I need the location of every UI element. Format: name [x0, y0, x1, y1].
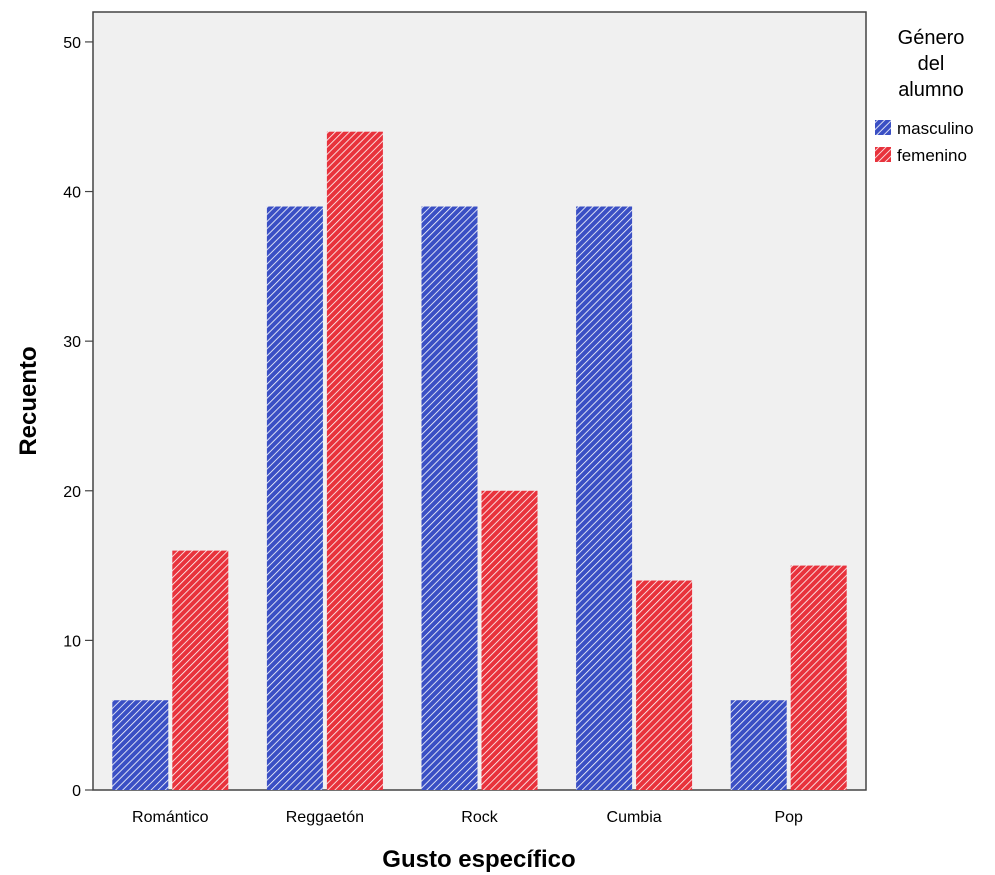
- bar-masculino-Romántico: [112, 700, 169, 790]
- y-tick-label: 40: [63, 185, 81, 202]
- bar-masculino-Pop: [730, 700, 787, 790]
- legend-swatch-femenino: [875, 147, 891, 162]
- x-tick-label: Rock: [461, 809, 498, 826]
- y-tick-label: 0: [72, 783, 81, 800]
- y-axis-title: Recuento: [15, 346, 42, 455]
- y-tick-label: 10: [63, 633, 81, 650]
- x-axis: Romántico Reggaetón Rock Cumbia Pop: [132, 809, 803, 826]
- bar-femenino-Cumbia: [636, 580, 693, 790]
- x-tick-label: Cumbia: [607, 809, 662, 826]
- y-tick-label: 30: [63, 334, 81, 351]
- x-tick-label: Romántico: [132, 809, 209, 826]
- x-tick-label: Reggaetón: [286, 809, 364, 826]
- legend-title-line: alumno: [898, 79, 964, 101]
- legend-title-line: Género: [898, 27, 965, 49]
- bar-masculino-Rock: [421, 206, 478, 790]
- legend-title-line: del: [918, 53, 945, 75]
- x-axis-title: Gusto específico: [382, 846, 575, 873]
- x-tick-label: Pop: [774, 809, 803, 826]
- bar-femenino-Romántico: [172, 550, 229, 790]
- bar-femenino-Pop: [790, 565, 847, 790]
- y-tick-label: 20: [63, 484, 81, 501]
- bar-masculino-Reggaetón: [266, 206, 323, 790]
- bars-layer: [112, 131, 847, 790]
- y-axis: 0 10 20 30 40 50: [63, 35, 93, 800]
- legend: Género del alumno masculino femenino: [875, 27, 974, 165]
- bar-masculino-Cumbia: [576, 206, 633, 790]
- legend-swatch-masculino: [875, 120, 891, 135]
- legend-label-femenino: femenino: [897, 146, 967, 165]
- bar-femenino-Reggaetón: [326, 131, 383, 790]
- y-tick-label: 50: [63, 35, 81, 52]
- bar-femenino-Rock: [481, 490, 538, 790]
- legend-label-masculino: masculino: [897, 119, 974, 138]
